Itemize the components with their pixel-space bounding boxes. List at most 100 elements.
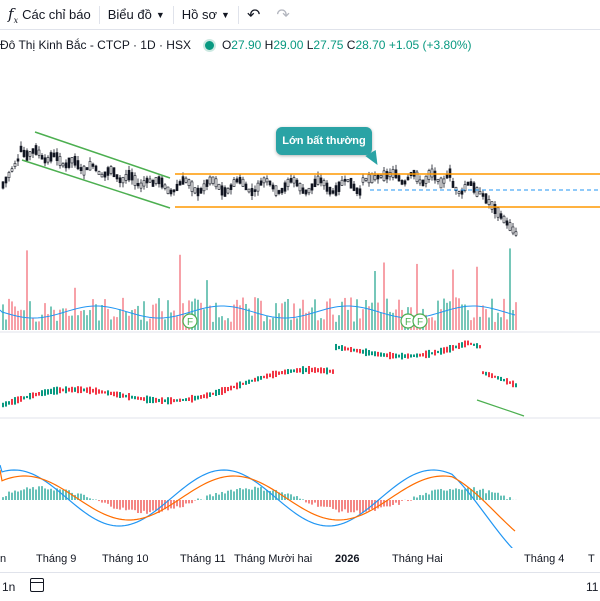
candle — [428, 171, 430, 180]
indicator-bar — [383, 353, 385, 357]
volume-bar — [89, 310, 91, 330]
volume-bar — [200, 303, 202, 330]
candle — [482, 194, 484, 197]
volume-bar — [470, 320, 472, 330]
indicator-bar — [431, 352, 433, 354]
indicator-bar — [389, 352, 391, 359]
volume-bar — [335, 322, 337, 330]
volume-bar — [182, 303, 184, 330]
indicator-bar — [5, 401, 7, 406]
candle — [188, 180, 190, 186]
candle — [374, 175, 376, 179]
indicator-bar — [56, 387, 58, 395]
candle — [116, 175, 118, 179]
candle — [218, 184, 220, 189]
macd-histogram-bar — [509, 497, 511, 500]
candle — [446, 174, 448, 178]
indicator-bar — [62, 389, 64, 392]
candle — [338, 182, 340, 192]
macd-histogram-bar — [233, 491, 235, 500]
volume-bar — [2, 304, 4, 330]
macd-histogram-bar — [308, 500, 310, 503]
macd-histogram-bar — [413, 497, 415, 500]
indicator-bar — [116, 392, 118, 398]
candle — [311, 184, 313, 190]
indicator-bar — [452, 345, 454, 351]
indicator-bar — [77, 386, 79, 393]
indicator-bar — [155, 398, 157, 403]
volume-bar — [458, 298, 460, 330]
profile-button[interactable]: Hồ sơ ▼ — [174, 0, 238, 30]
indicator-bar — [71, 387, 73, 393]
volume-bar — [230, 322, 232, 330]
indicator-bar — [125, 395, 127, 397]
range-button[interactable]: 1n — [2, 580, 15, 594]
redo-icon[interactable]: ↷ — [268, 5, 297, 25]
macd-histogram-bar — [143, 500, 145, 511]
macd-histogram-bar — [329, 500, 331, 507]
volume-bar — [197, 300, 199, 330]
volume-callout[interactable]: Lớn bất thường — [276, 127, 372, 155]
volume-bar — [161, 311, 163, 330]
candle — [350, 178, 352, 188]
volume-bar — [437, 301, 439, 330]
candle — [83, 166, 85, 175]
macd-histogram-bar — [206, 496, 208, 500]
candle — [62, 164, 64, 166]
macd-histogram-bar — [14, 491, 16, 500]
volume-bar — [464, 305, 466, 330]
candle — [323, 180, 325, 185]
function-icon: fx — [8, 5, 18, 25]
indicators-button[interactable]: fx Các chỉ báo — [0, 0, 99, 30]
volume-bar — [215, 303, 217, 330]
macd-histogram-bar — [125, 500, 127, 510]
volume-bar — [287, 299, 289, 330]
volume-bar — [479, 317, 481, 330]
volume-bar — [122, 298, 124, 330]
volume-bar — [107, 309, 109, 330]
candle — [131, 172, 133, 180]
volume-bar — [101, 305, 103, 330]
indicator-bar — [368, 350, 370, 356]
volume-bar — [362, 309, 364, 330]
volume-bar — [146, 321, 148, 330]
candle — [242, 179, 244, 186]
candle — [80, 167, 82, 170]
volume-bar — [263, 321, 265, 330]
indicator-bar — [41, 390, 43, 396]
candle — [239, 177, 241, 183]
volume-bar — [143, 301, 145, 330]
macd-histogram-bar — [332, 500, 334, 509]
candle — [491, 202, 493, 210]
chart-type-button[interactable]: Biểu đồ ▼ — [100, 0, 173, 30]
macd-histogram-bar — [350, 500, 352, 512]
volume-bar — [332, 315, 334, 330]
candle — [41, 155, 43, 159]
macd-histogram-bar — [122, 500, 124, 508]
macd-histogram-bar — [302, 499, 304, 500]
candle — [161, 178, 163, 187]
time-axis[interactable]: n Tháng 9 Tháng 10 Tháng 11 Tháng Mười h… — [0, 548, 600, 570]
calendar-icon[interactable] — [30, 578, 44, 592]
indicator-bar — [500, 377, 502, 381]
macd-histogram-bar — [104, 500, 106, 503]
candle — [185, 178, 187, 182]
macd-histogram-bar — [362, 500, 364, 513]
macd-histogram-bar — [461, 490, 463, 500]
indicator-bar — [23, 396, 25, 399]
macd-histogram-bar — [53, 490, 55, 500]
macd-histogram-bar — [437, 489, 439, 500]
time-label: T — [588, 553, 595, 565]
macd-histogram-bar — [200, 499, 202, 500]
undo-icon[interactable]: ↶ — [239, 5, 268, 25]
macd-histogram-bar — [209, 494, 211, 500]
top-toolbar: fx Các chỉ báo Biểu đồ ▼ Hồ sơ ▼ ↶ ↷ — [0, 0, 600, 30]
macd-histogram-bar — [491, 492, 493, 500]
macd-histogram-bar — [134, 500, 136, 510]
indicator-bar — [290, 369, 292, 372]
volume-bar — [350, 297, 352, 330]
symbol-title[interactable]: Đô Thị Kinh Bắc - CTCP · 1D · HSX — [0, 38, 191, 52]
candle — [104, 172, 106, 177]
indicator-bar — [221, 387, 223, 395]
